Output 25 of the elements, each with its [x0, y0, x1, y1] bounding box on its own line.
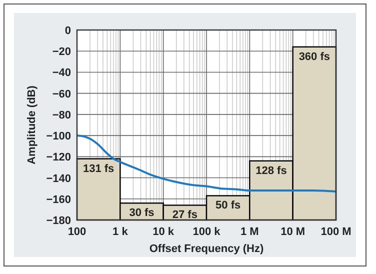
y-tick-label: −80	[52, 109, 71, 122]
annotation: 30 fs	[129, 207, 154, 220]
y-tick-label: 0	[64, 25, 71, 37]
annotation: 27 fs	[172, 209, 198, 222]
y-tick-label: −40	[52, 67, 71, 80]
y-tick-label: −160	[46, 194, 71, 206]
annotation: 131 fs	[82, 162, 114, 175]
x-tick-label: 100 M	[320, 226, 352, 238]
annotation: 128 fs	[256, 164, 287, 177]
y-tick-label: −20	[52, 46, 71, 58]
x-tick-label: 10 M	[280, 226, 306, 238]
y-tick-label: −140	[46, 172, 71, 185]
y-tick-label: −60	[52, 88, 71, 100]
x-tick-label: 1 k	[112, 226, 129, 238]
annotation: 360 fs	[298, 50, 330, 63]
y-tick-label: −100	[46, 130, 71, 143]
y-tick-label: −180	[46, 215, 71, 227]
y-axis-title: Amplitude (dB)	[26, 85, 38, 164]
y-tick-label: −120	[46, 152, 71, 164]
x-axis-title: Offset Frequency (Hz)	[149, 243, 264, 255]
annotation: 50 fs	[216, 200, 241, 212]
x-tick-label: 100 k	[192, 226, 222, 238]
x-tick-label: 1 M	[240, 226, 259, 238]
x-tick-label: 10 k	[152, 226, 175, 238]
x-tick-label: 100	[68, 226, 86, 238]
